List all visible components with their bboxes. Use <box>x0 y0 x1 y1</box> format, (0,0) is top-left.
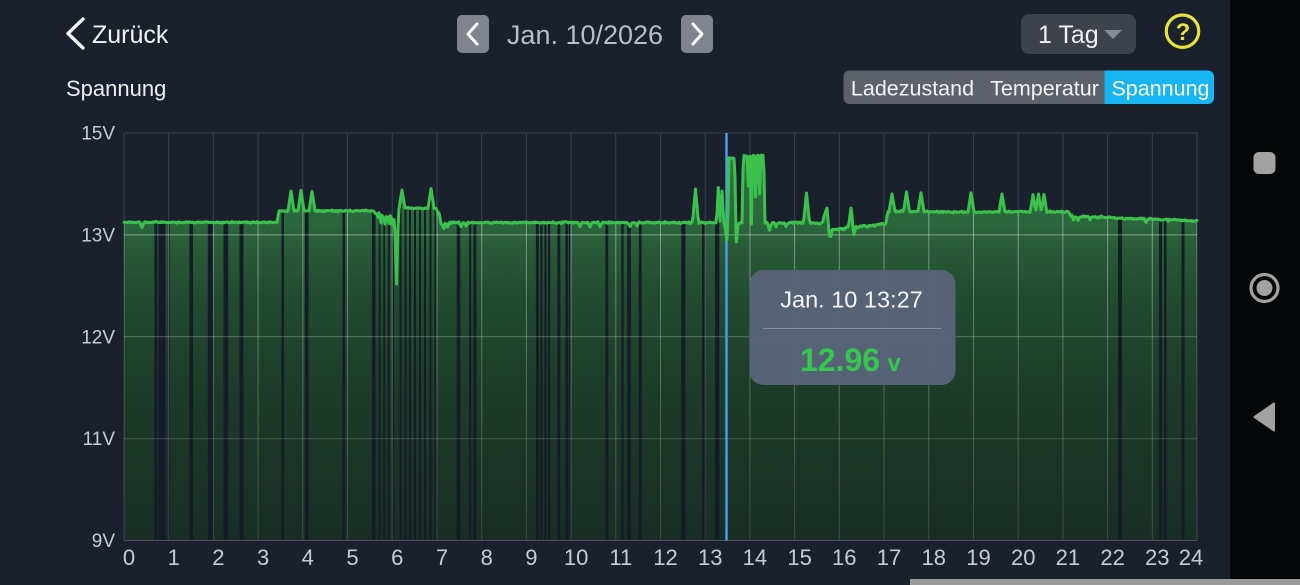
svg-text:12: 12 <box>653 545 677 570</box>
svg-text:5: 5 <box>346 545 358 570</box>
svg-text:12V: 12V <box>81 327 115 348</box>
svg-text:12.96: 12.96 <box>800 342 880 378</box>
svg-text:16: 16 <box>832 545 856 570</box>
svg-text:22: 22 <box>1100 545 1124 570</box>
svg-text:24: 24 <box>1179 545 1203 570</box>
svg-text:15: 15 <box>787 545 811 570</box>
svg-text:23: 23 <box>1145 545 1169 570</box>
svg-text:6: 6 <box>391 545 403 570</box>
svg-text:Jan. 10/2026: Jan. 10/2026 <box>507 20 663 50</box>
svg-text:v: v <box>888 350 902 377</box>
svg-text:9V: 9V <box>92 531 116 552</box>
svg-text:7: 7 <box>436 545 448 570</box>
svg-text:?: ? <box>1176 19 1191 46</box>
svg-text:8: 8 <box>481 545 493 570</box>
svg-text:Ladezustand: Ladezustand <box>851 77 974 101</box>
svg-text:20: 20 <box>1011 545 1035 570</box>
svg-text:15V: 15V <box>81 124 115 145</box>
svg-text:3: 3 <box>257 545 269 570</box>
svg-text:17: 17 <box>877 545 901 570</box>
svg-text:1 Tag: 1 Tag <box>1038 21 1099 49</box>
svg-text:Spannung: Spannung <box>66 76 166 101</box>
svg-text:Spannung: Spannung <box>1111 77 1209 101</box>
svg-text:Jan. 10 13:27: Jan. 10 13:27 <box>780 287 922 313</box>
svg-text:13V: 13V <box>81 225 115 246</box>
svg-text:10: 10 <box>564 545 588 570</box>
svg-text:21: 21 <box>1056 545 1080 570</box>
svg-text:11V: 11V <box>83 429 116 450</box>
svg-text:Temperatur: Temperatur <box>990 77 1099 101</box>
svg-text:13: 13 <box>698 545 722 570</box>
svg-text:0: 0 <box>123 545 135 570</box>
svg-text:11: 11 <box>609 545 632 570</box>
svg-text:4: 4 <box>302 545 314 570</box>
svg-text:14: 14 <box>743 545 767 570</box>
svg-text:18: 18 <box>922 545 946 570</box>
svg-text:2: 2 <box>212 545 224 570</box>
svg-text:19: 19 <box>966 545 990 570</box>
svg-text:1: 1 <box>168 545 180 570</box>
svg-text:Zurück: Zurück <box>92 21 169 49</box>
svg-text:9: 9 <box>525 545 537 570</box>
